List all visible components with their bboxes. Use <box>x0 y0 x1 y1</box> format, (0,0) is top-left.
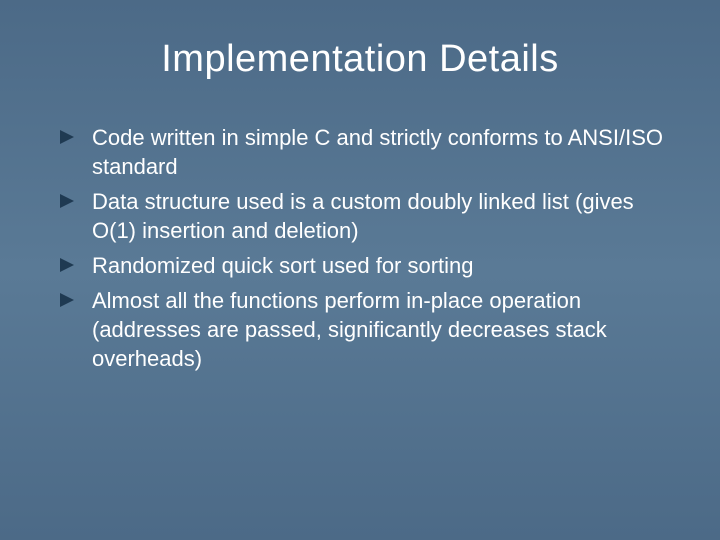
bullet-list: Code written in simple C and strictly co… <box>48 123 672 373</box>
chevron-right-icon <box>60 194 74 208</box>
chevron-right-icon <box>60 293 74 307</box>
bullet-text: Data structure used is a custom doubly l… <box>92 187 672 245</box>
list-item: Data structure used is a custom doubly l… <box>60 187 672 245</box>
list-item: Almost all the functions perform in-plac… <box>60 286 672 373</box>
list-item: Code written in simple C and strictly co… <box>60 123 672 181</box>
chevron-right-icon <box>60 258 74 272</box>
page-title: Implementation Details <box>48 38 672 81</box>
chevron-right-icon <box>60 130 74 144</box>
slide: Implementation Details Code written in s… <box>0 0 720 540</box>
list-item: Randomized quick sort used for sorting <box>60 251 672 280</box>
bullet-text: Code written in simple C and strictly co… <box>92 123 672 181</box>
bullet-text: Randomized quick sort used for sorting <box>92 251 672 280</box>
bullet-text: Almost all the functions perform in-plac… <box>92 286 672 373</box>
